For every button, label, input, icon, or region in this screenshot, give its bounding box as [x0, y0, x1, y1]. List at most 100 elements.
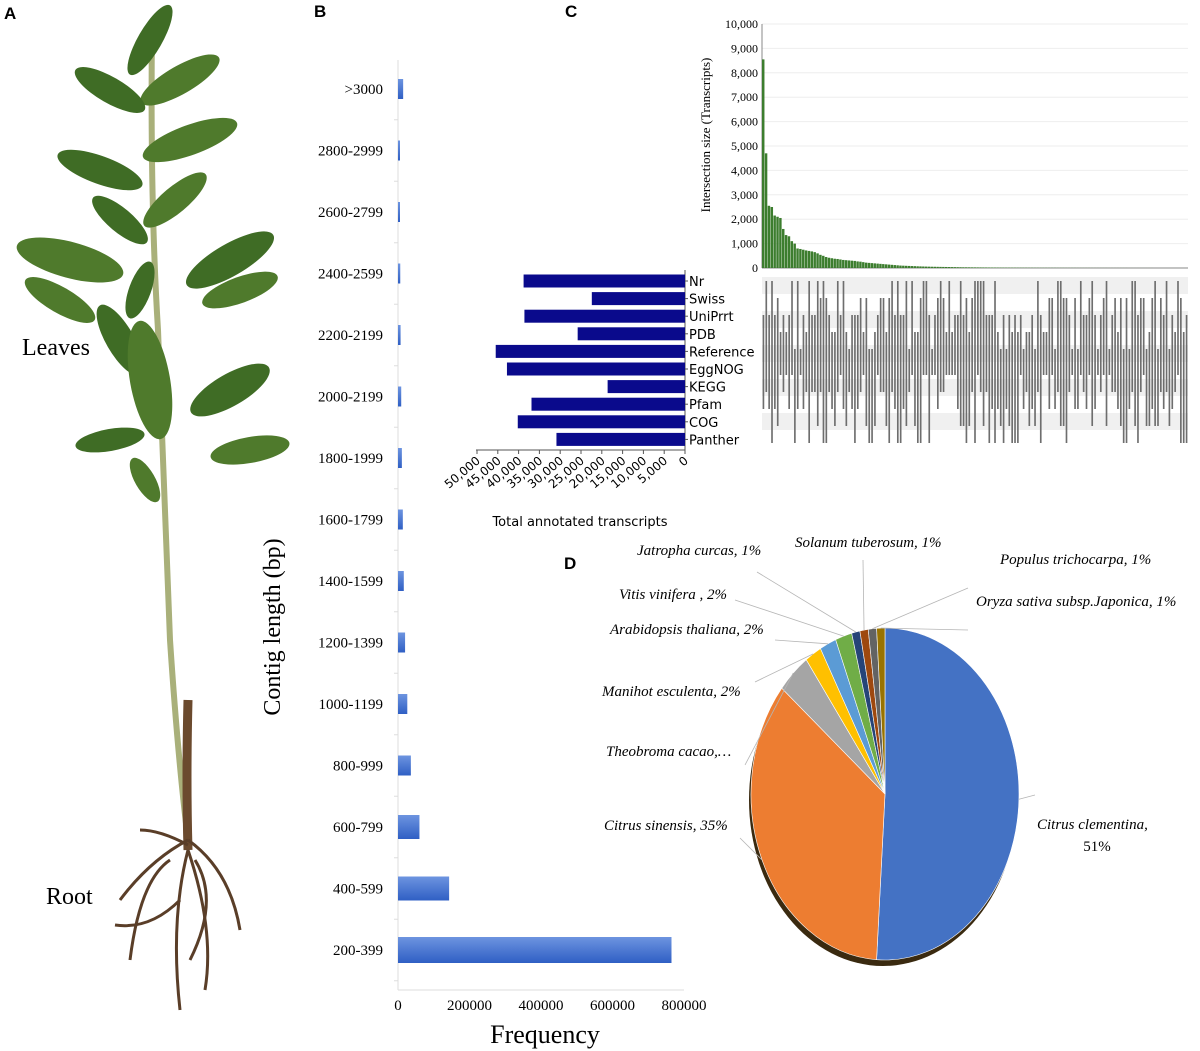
- c-intersection-bar: [896, 265, 899, 268]
- c-intersection-bar: [939, 266, 942, 268]
- c-ytick-label: 0: [752, 261, 758, 275]
- panel-label-c: C: [565, 2, 578, 21]
- b-bar: [398, 263, 401, 284]
- stem: [148, 29, 191, 841]
- c-intersection-bar: [816, 253, 819, 268]
- leaf: [92, 195, 148, 245]
- b-category-label: 2000-2199: [318, 390, 383, 406]
- root: [118, 838, 189, 901]
- c-intersection-bar: [913, 266, 916, 268]
- panel-label-d: D: [564, 554, 577, 573]
- c-intersection-bar: [813, 252, 816, 268]
- c-intersection-bar: [830, 258, 834, 268]
- b-xtick-label: 0: [394, 998, 402, 1014]
- c-intersection-bar: [936, 266, 939, 268]
- b-category-label: 1800-1999: [318, 451, 383, 467]
- c-ytick-label: 8,000: [731, 66, 758, 80]
- pie-leader-line: [754, 653, 814, 683]
- c-intersection-bar: [802, 249, 805, 268]
- leaf: [24, 277, 96, 323]
- c-intersection-bar: [819, 254, 822, 268]
- c-set-label: Pfam: [689, 398, 722, 413]
- c-set-label: Nr: [689, 275, 705, 290]
- pie-label: Vitis vinifera , 2%: [619, 587, 727, 603]
- c-intersection-bar: [930, 266, 934, 268]
- c-set-bar: [607, 380, 685, 394]
- pie-slice: [750, 687, 886, 960]
- c-intersection-bar: [844, 260, 848, 268]
- leaf: [127, 4, 173, 76]
- pie-leader-line: [862, 559, 865, 631]
- c-intersection-bar: [787, 236, 791, 268]
- c-intersection-bar: [887, 264, 891, 268]
- c-intersection-bar: [762, 59, 765, 268]
- b-xlabel: Frequency: [490, 1020, 600, 1049]
- b-category-label: 800-999: [333, 759, 383, 775]
- c-intersection-bar: [847, 260, 851, 268]
- c-intersection-bar: [799, 248, 802, 268]
- b-bar: [398, 325, 401, 345]
- c-ylabel: Intersection size (Transcripts): [698, 58, 713, 213]
- c-intersection-bar: [767, 205, 771, 268]
- pie-slice: [876, 627, 1020, 961]
- c-intersection-bar: [907, 265, 911, 268]
- b-bar: [398, 571, 404, 591]
- b-bar: [398, 202, 400, 222]
- c-intersection-bar: [970, 267, 974, 268]
- c-intersection-bar: [910, 266, 914, 268]
- b-xtick-label: 400000: [519, 998, 564, 1014]
- c-intersection-bar: [904, 265, 908, 268]
- root-label: Root: [46, 884, 93, 910]
- leaf: [125, 261, 155, 319]
- panel-label-b: B: [314, 2, 327, 21]
- c-intersection-bar: [919, 266, 922, 268]
- pie-leader-line: [744, 672, 794, 766]
- b-xtick-label: 800000: [662, 998, 707, 1014]
- pie-leader-line: [1018, 794, 1036, 800]
- b-category-label: 200-399: [333, 943, 383, 959]
- c-intersection-bar: [884, 264, 888, 268]
- leaf: [140, 54, 220, 106]
- c-intersection-bar: [942, 266, 945, 268]
- c-set-bar: [591, 292, 685, 306]
- panel-label-a: A: [4, 4, 17, 23]
- leaves-label: Leaves: [22, 335, 90, 361]
- c-intersection-bar: [862, 262, 865, 268]
- c-intersection-bar: [902, 265, 905, 268]
- c-intersection-bar: [956, 267, 959, 268]
- root: [139, 828, 189, 847]
- b-xtick-label: 200000: [447, 998, 492, 1014]
- b-bar: [398, 509, 403, 530]
- c-set-label: EggNOG: [689, 363, 744, 378]
- b-category-label: 1000-1199: [319, 697, 383, 713]
- c-ytick-label: 1,000: [731, 237, 758, 251]
- c-intersection-bar: [959, 267, 962, 268]
- root: [114, 898, 182, 928]
- root: [174, 849, 190, 1011]
- b-bar: [398, 448, 402, 468]
- c-ytick-label: 4,000: [731, 163, 758, 177]
- c-intersection-bar: [827, 257, 831, 268]
- pie-leader-line: [756, 571, 856, 633]
- c-set-label: PDB: [689, 328, 716, 343]
- c-intersection-bar: [796, 248, 799, 268]
- c-intersection-bar: [859, 261, 862, 268]
- b-bar: [398, 632, 406, 653]
- pie-leader-line: [880, 627, 969, 631]
- root: [187, 838, 242, 931]
- b-bar: [398, 694, 408, 714]
- c-intersection-bar: [833, 258, 836, 268]
- b-category-label: 1600-1799: [318, 513, 383, 529]
- b-category-label: 2200-2199: [318, 328, 383, 344]
- c-ytick-label: 7,000: [731, 90, 758, 104]
- c-intersection-bar: [922, 266, 925, 268]
- c-ytick-label: 9,000: [731, 41, 758, 55]
- c-intersection-bar: [899, 265, 902, 268]
- c-intersection-bar: [987, 267, 991, 268]
- c-set-label: Swiss: [689, 293, 725, 308]
- c-ytick-label: 2,000: [731, 212, 758, 226]
- c-intersection-bar: [770, 207, 774, 268]
- c-intersection-bar: [856, 261, 859, 268]
- c-intersection-bar: [982, 267, 985, 268]
